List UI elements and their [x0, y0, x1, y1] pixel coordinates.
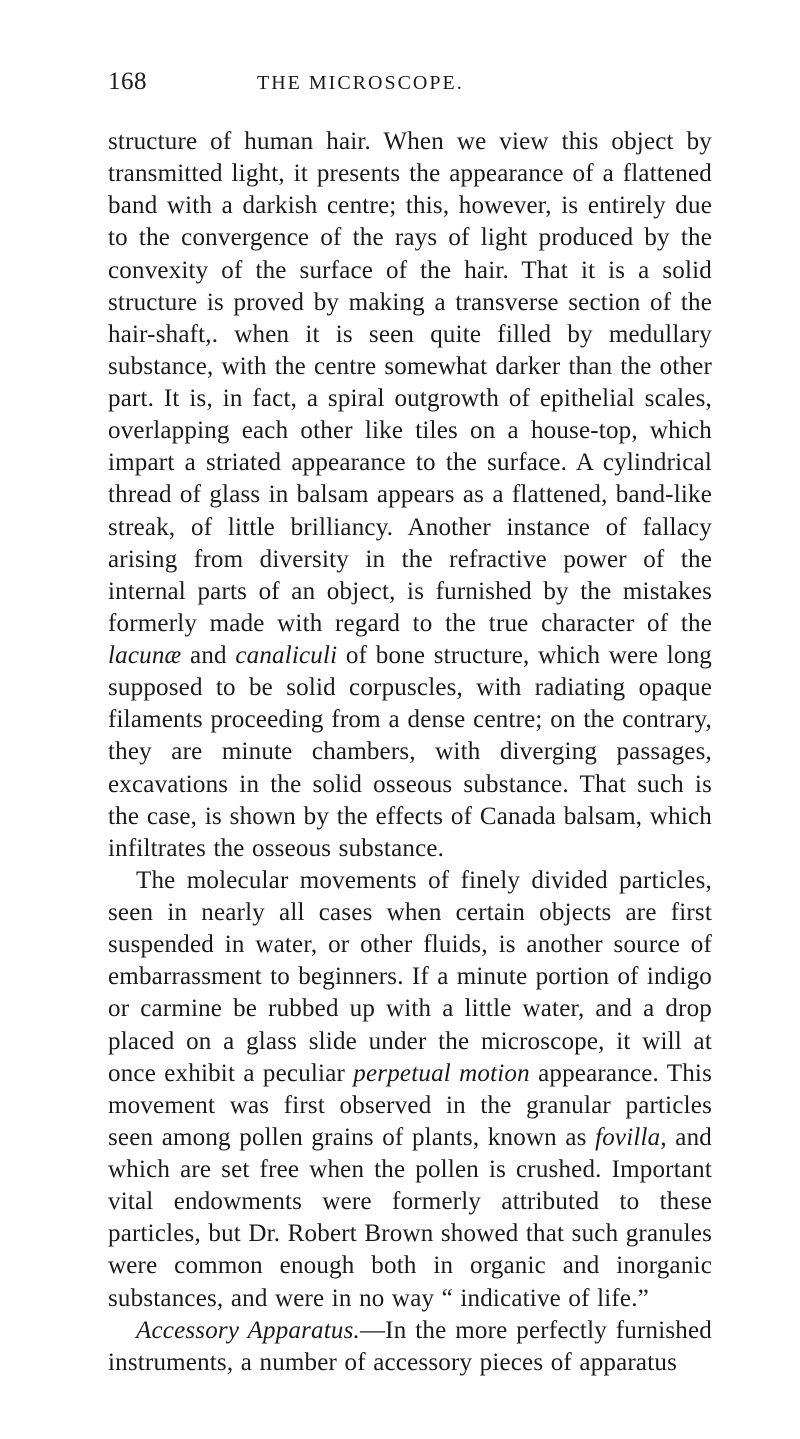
book-page: 168 THE MICROSCOPE. structure of human h… — [0, 0, 800, 1439]
page-number: 168 — [108, 68, 147, 96]
page-header: 168 THE MICROSCOPE. — [108, 68, 712, 96]
paragraph-2: The molecular movements of finely divide… — [108, 865, 712, 1315]
running-title: THE MICROSCOPE. — [257, 72, 464, 95]
paragraph-1: structure of human hair. When we view th… — [108, 126, 712, 865]
body-text: structure of human hair. When we view th… — [108, 126, 712, 1379]
paragraph-3: Accessory Apparatus.—In the more perfect… — [108, 1315, 712, 1379]
